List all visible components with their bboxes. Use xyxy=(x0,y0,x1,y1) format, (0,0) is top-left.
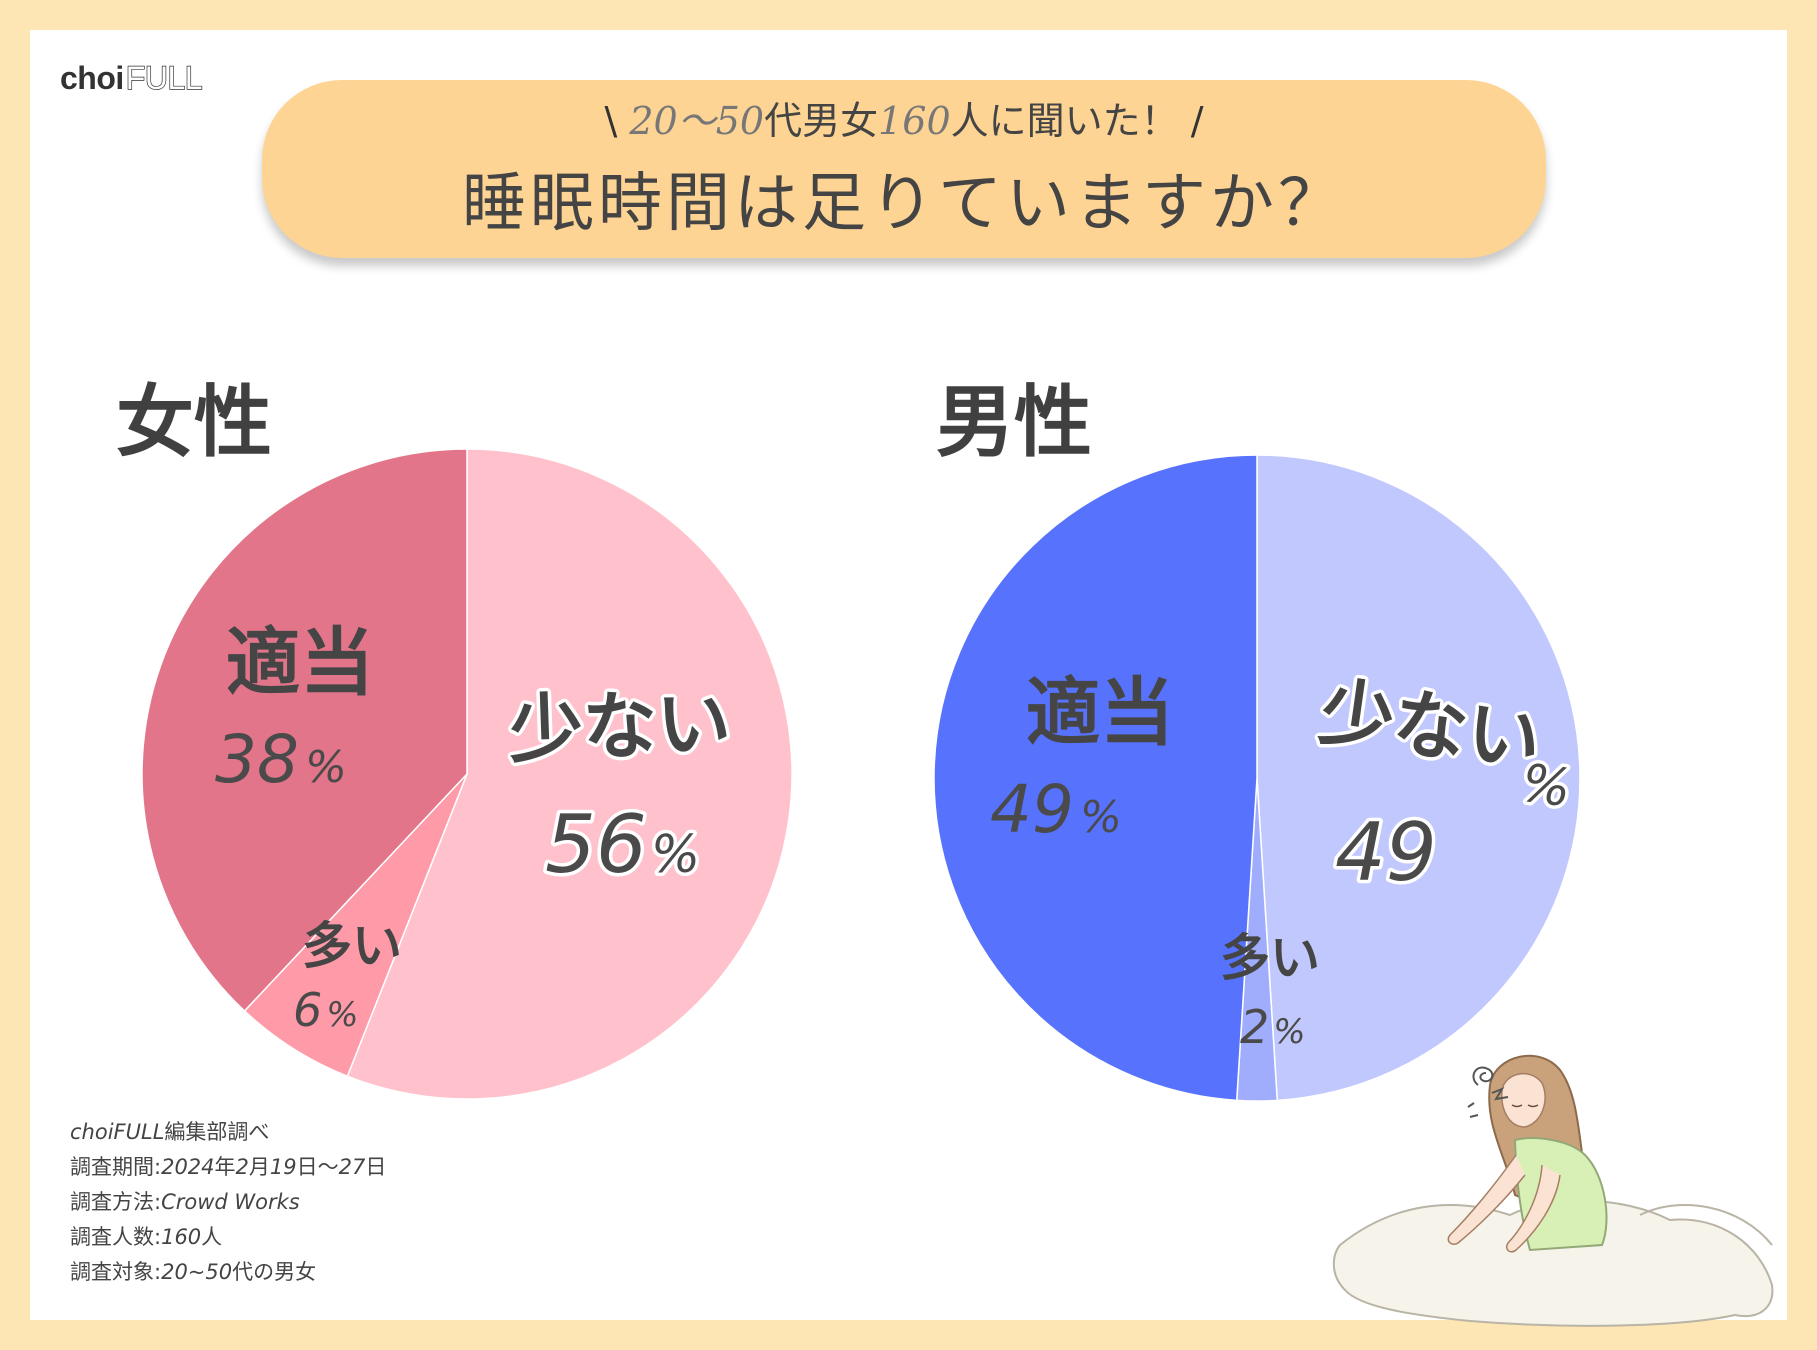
male-ok-label: 適当 xyxy=(1026,670,1174,756)
female-ok-value: 38% xyxy=(215,721,347,798)
male-many-label: 多い xyxy=(1220,929,1320,987)
female-many-pct: % xyxy=(326,995,358,1035)
male-many-number: 2 xyxy=(1240,1000,1269,1054)
tired-woman-illustration xyxy=(1332,1054,1774,1327)
male-ok-pct: % xyxy=(1080,792,1122,843)
banner-title: 睡眠時間は足りていますか？ xyxy=(462,167,1346,241)
pillow-edge xyxy=(1639,1204,1773,1246)
note-method-label: 調査方法: xyxy=(70,1190,162,1214)
female-slice-low xyxy=(346,448,793,1100)
title-banner: \ 20〜50代男女160人に聞いた！ / 睡眠時間は足りていますか？ xyxy=(262,80,1546,258)
note-target-text: 代の男女 xyxy=(232,1260,317,1284)
note-count-label: 調査人数: xyxy=(70,1225,162,1249)
female-ok-label: 適当 xyxy=(226,620,374,706)
male-many-pct: % xyxy=(1273,1012,1305,1052)
male-ok-number: 49 xyxy=(990,771,1074,848)
male-low-pct: % xyxy=(1517,753,1574,819)
female-low-pct: % xyxy=(651,825,700,885)
survey-notes: choiFULL編集部調べ 調査期間:2024年2月19日〜27日 調査方法:C… xyxy=(70,1115,386,1290)
note-period-day-start: 19 xyxy=(269,1155,297,1179)
male-low-number: 49 xyxy=(1335,806,1437,899)
right-arm xyxy=(1505,1164,1561,1253)
banner-slash-left: \ xyxy=(604,99,618,143)
female-low-label: 少ない xyxy=(507,680,732,774)
closed-eyes xyxy=(1511,1104,1539,1108)
dizzy-scribble-icon xyxy=(1472,1066,1509,1101)
note-method: 調査方法:Crowd Works xyxy=(70,1185,386,1220)
female-slice-ok xyxy=(141,448,468,1012)
note-source: choiFULL編集部調べ xyxy=(70,1115,386,1150)
blanket-shape xyxy=(1332,1199,1774,1327)
banner-slash-right: / xyxy=(1190,99,1204,143)
female-low-value: 56% xyxy=(545,798,700,891)
sweat-lines-icon xyxy=(1467,1102,1479,1118)
note-target-label: 調査対象: xyxy=(70,1260,162,1284)
male-slice-ok xyxy=(933,454,1258,1102)
note-period-day-sep: 日〜 xyxy=(296,1155,339,1179)
note-period-day-end: 27 xyxy=(338,1155,366,1179)
note-period: 調査期間:2024年2月19日〜27日 xyxy=(70,1150,386,1185)
note-count-unit: 人 xyxy=(201,1225,223,1249)
face-shape xyxy=(1501,1072,1546,1128)
note-period-day-unit: 日 xyxy=(365,1155,387,1179)
banner-subtitle: \ 20〜50代男女160人に聞いた！ / xyxy=(262,90,1546,145)
female-slice-many xyxy=(243,773,468,1078)
note-count-value: 160 xyxy=(161,1225,202,1249)
female-many-value: 6% xyxy=(293,983,359,1037)
left-arm xyxy=(1447,1154,1526,1246)
female-chart-title: 女性 xyxy=(116,378,273,468)
banner-sub-mid: 代男女 xyxy=(764,99,879,143)
note-period-month: 2 xyxy=(235,1155,249,1179)
male-pie xyxy=(933,454,1581,1102)
note-period-year: 2024 xyxy=(161,1155,215,1179)
female-low-number: 56 xyxy=(545,798,647,891)
male-many-value: 2% xyxy=(1240,1000,1306,1054)
female-many-label: 多い xyxy=(302,917,402,975)
brand-logo: choiFULL xyxy=(60,59,203,97)
male-slice-low xyxy=(1256,454,1581,1102)
female-ok-number: 38 xyxy=(215,721,299,798)
male-ok-value: 49% xyxy=(990,771,1122,848)
note-source-text: 編集部調べ xyxy=(164,1120,270,1144)
note-target-range: 20~50 xyxy=(161,1260,233,1284)
note-period-year-unit: 年 xyxy=(214,1155,236,1179)
male-chart-title: 男性 xyxy=(936,378,1093,468)
female-many-number: 6 xyxy=(293,983,322,1037)
banner-count: 160 xyxy=(878,99,951,143)
note-method-value: Crowd Works xyxy=(161,1190,300,1214)
note-count: 調査人数:160人 xyxy=(70,1220,386,1255)
banner-age-range: 20〜50 xyxy=(629,99,765,143)
note-target: 調査対象:20~50代の男女 xyxy=(70,1255,386,1290)
banner-sub-rest: 人に聞いた！ xyxy=(950,99,1179,143)
note-source-brand: choiFULL xyxy=(70,1120,165,1144)
logo-full-text: FULL xyxy=(125,59,203,96)
logo-choi-text: choi xyxy=(60,60,124,96)
note-period-label: 調査期間: xyxy=(70,1155,162,1179)
female-pie xyxy=(141,448,793,1100)
note-period-month-unit: 月 xyxy=(248,1155,270,1179)
female-ok-pct: % xyxy=(305,742,347,793)
